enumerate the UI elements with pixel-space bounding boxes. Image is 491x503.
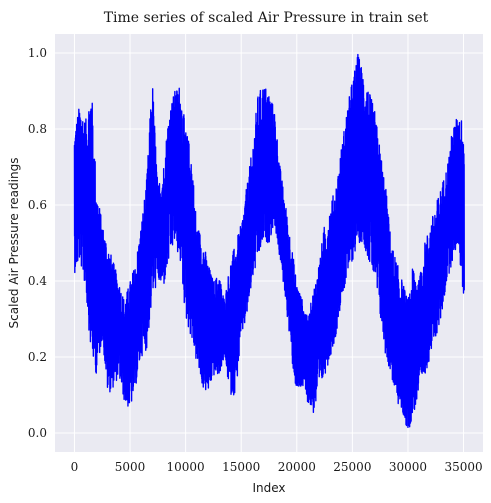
x-tick-label: 5000 (115, 460, 146, 474)
y-tick-label: 0.6 (28, 198, 47, 212)
x-tick-label: 15000 (222, 460, 260, 474)
air-pressure-series-line (73, 53, 465, 429)
chart-title: Time series of scaled Air Pressure in tr… (104, 10, 429, 26)
series-group (73, 53, 465, 429)
x-tick-label: 30000 (389, 460, 427, 474)
x-axis-label: Index (252, 481, 285, 495)
y-axis-label: Scaled Air Pressure readings (7, 158, 21, 329)
x-tick-label: 0 (71, 460, 79, 474)
y-tick-label: 0.4 (28, 274, 47, 288)
y-tick-label: 0.0 (28, 426, 47, 440)
y-axis-ticks: 0.0 0.2 0.4 0.6 0.8 1.0 (28, 46, 47, 440)
x-tick-label: 25000 (333, 460, 371, 474)
x-tick-label: 20000 (278, 460, 316, 474)
x-tick-label: 35000 (444, 460, 482, 474)
y-tick-label: 1.0 (28, 46, 47, 60)
x-axis-ticks: 0 5000 10000 15000 20000 25000 30000 35000 (71, 460, 483, 474)
x-tick-label: 10000 (167, 460, 205, 474)
y-tick-label: 0.2 (28, 350, 47, 364)
y-tick-label: 0.8 (28, 122, 47, 136)
